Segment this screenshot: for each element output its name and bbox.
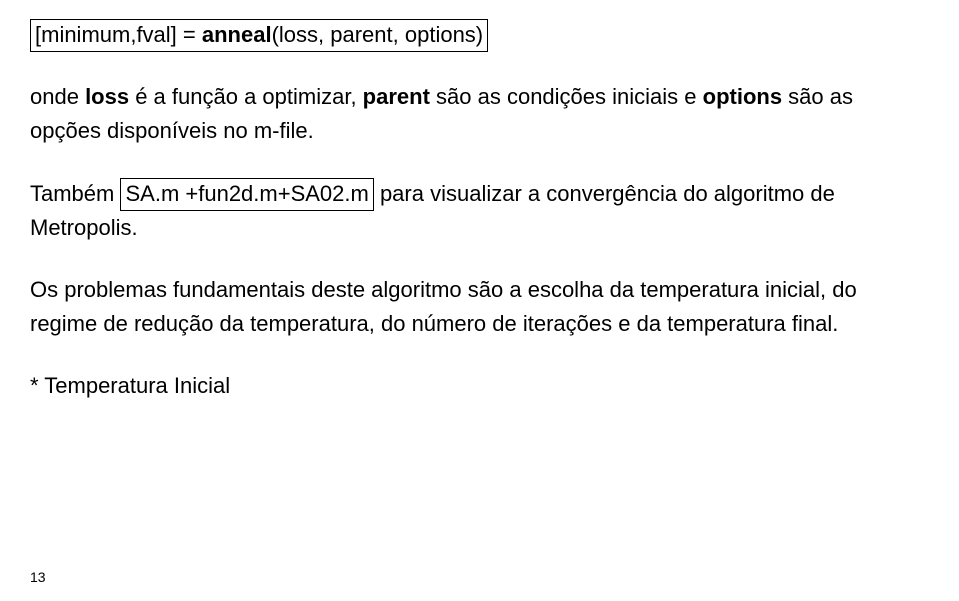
code-text-a: [minimum,fval] = bbox=[35, 22, 202, 47]
paragraph-3: Os problemas fundamentais deste algoritm… bbox=[30, 273, 929, 341]
p1-text-e: são as condições iniciais e bbox=[430, 84, 703, 109]
p1-text-b: loss bbox=[85, 84, 129, 109]
paragraph-4: * Temperatura Inicial bbox=[30, 369, 929, 403]
p2-text-a: Também bbox=[30, 181, 120, 206]
code-text-b: anneal bbox=[202, 22, 272, 47]
page: [minimum,fval] = anneal(loss, parent, op… bbox=[0, 0, 959, 601]
page-number: 13 bbox=[30, 569, 46, 585]
code-box-1: [minimum,fval] = anneal(loss, parent, op… bbox=[30, 19, 488, 52]
p1-text-d: parent bbox=[363, 84, 430, 109]
p1-text-c: é a função a optimizar, bbox=[129, 84, 363, 109]
code-box-2: SA.m +fun2d.m+SA02.m bbox=[120, 178, 373, 211]
paragraph-1: onde loss é a função a optimizar, parent… bbox=[30, 80, 929, 148]
p1-text-f: options bbox=[703, 84, 782, 109]
code-box-line: [minimum,fval] = anneal(loss, parent, op… bbox=[30, 18, 929, 52]
p1-text-a: onde bbox=[30, 84, 85, 109]
code-text-c: (loss, parent, options) bbox=[272, 22, 484, 47]
paragraph-2: Também SA.m +fun2d.m+SA02.m para visuali… bbox=[30, 177, 929, 245]
